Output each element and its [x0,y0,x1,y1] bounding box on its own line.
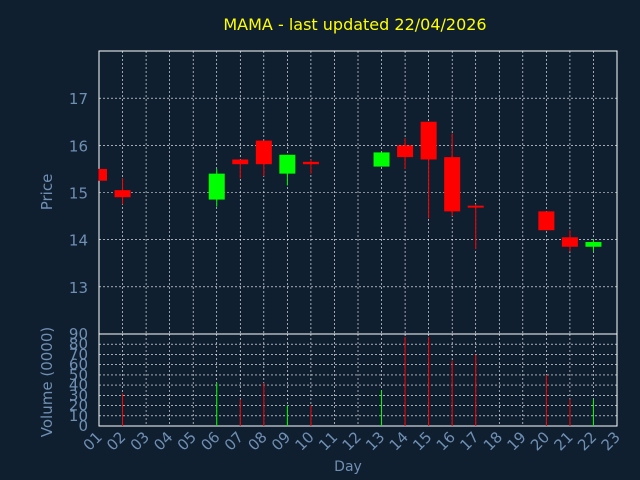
price-tick-label: 17 [69,90,88,108]
x-axis-label: Day [334,459,362,475]
price-tick-label: 15 [69,185,88,203]
candle-body [302,161,319,165]
candle-body [373,152,390,167]
volume-tick-label: 10 [69,407,88,425]
candle [538,211,555,231]
volume-tick-label: 50 [69,366,88,384]
x-tick-labels: 0102030405060708091011121314151617181920… [80,428,624,454]
candle-body [420,121,437,160]
candle-body [397,145,414,158]
volume-bars [122,337,594,426]
candle [279,154,296,186]
candle-body [538,211,555,231]
candle-body [279,154,296,174]
volume-tick-label: 0 [78,417,88,435]
price-tick-label: 13 [69,279,88,297]
candle [302,159,319,174]
volume-panel-frame [98,333,618,427]
price-tick-label: 14 [69,232,88,250]
candle-body [585,242,602,247]
candle-body [208,173,225,200]
price-tick-label: 16 [69,137,88,155]
candle-body [99,168,107,181]
volume-tick-label: 70 [69,345,88,363]
candle-body [114,190,131,198]
volume-axis-label: Volume (0000) [38,327,56,437]
candle [114,178,131,205]
candle [397,138,414,169]
chart-title: MAMA - last updated 22/04/2026 [223,15,486,34]
volume-tick-label: 90 [69,325,88,343]
candle [561,230,578,252]
candle-body [467,205,484,208]
candle [467,204,484,250]
candle-body [255,140,272,165]
volume-tick-label: 20 [69,397,88,415]
candle [373,152,390,167]
candle [420,121,437,219]
candle-body [444,157,461,212]
volume-tick-label: 40 [69,376,88,394]
candle [255,140,272,176]
candles [98,121,602,252]
candle-body [232,159,249,165]
price-tick-labels: 13 14 15 16 17 [69,90,88,297]
volume-tick-label: 80 [69,335,88,353]
candle [98,168,107,181]
candle [585,239,602,252]
volume-tick-label: 30 [69,386,88,404]
candle-body [561,237,578,247]
candle [208,168,225,207]
volume-tick-label: 60 [69,356,88,374]
candle [444,133,461,217]
candle [232,159,249,179]
price-axis-label: Price [38,174,56,211]
